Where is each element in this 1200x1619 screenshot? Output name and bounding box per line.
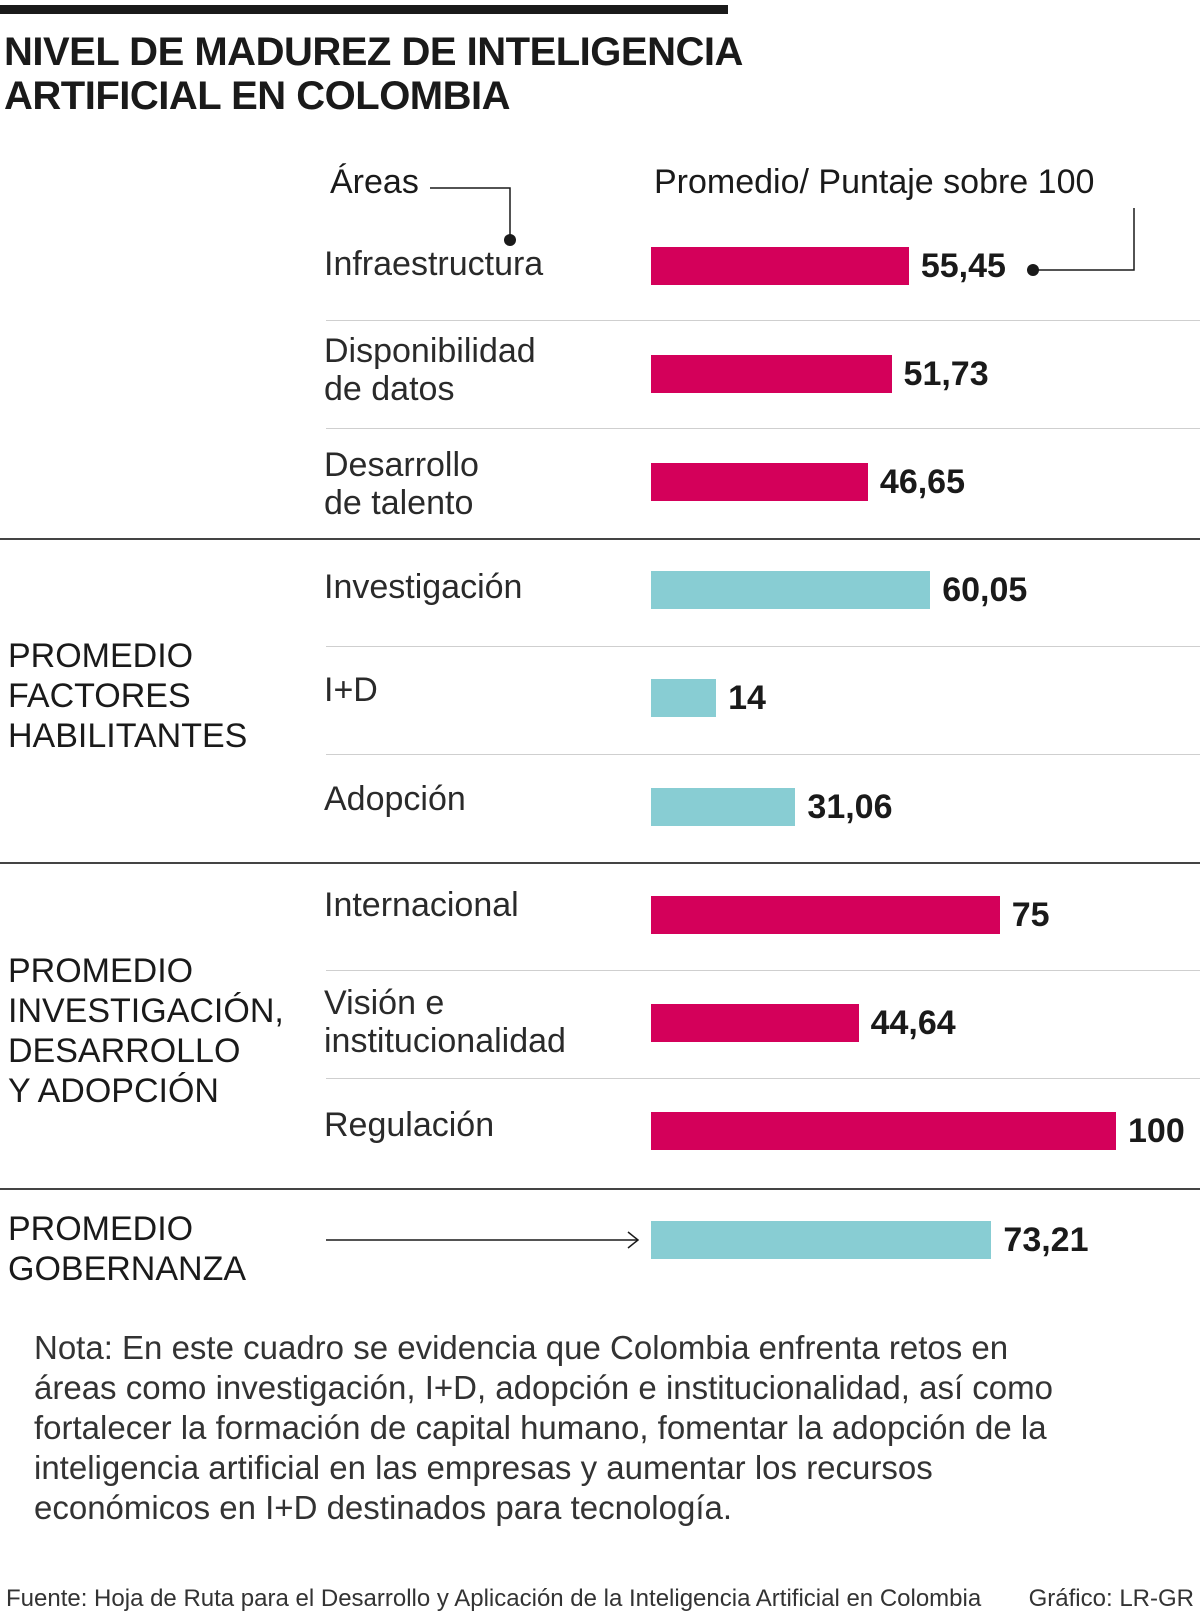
- top-rule: [0, 5, 728, 14]
- value-label: 44,64: [870, 1004, 956, 1042]
- row-divider: [326, 646, 1200, 647]
- bar-2: [651, 463, 868, 501]
- area-label: Infraestructura: [324, 245, 544, 283]
- value-label: 31,06: [807, 788, 893, 826]
- credit-text: Gráfico: LR-GR: [1028, 1585, 1194, 1612]
- chart-title: NIVEL DE MADUREZ DE INTELIGENCIA ARTIFIC…: [4, 30, 743, 118]
- value-label: 60,05: [942, 571, 1028, 609]
- bar-3: [651, 571, 931, 609]
- score-leader-line: [1035, 208, 1135, 271]
- areas-header: Áreas: [330, 163, 419, 201]
- group-label: PROMEDIO INVESTIGACIÓN, DESARROLLO Y ADO…: [8, 952, 284, 1110]
- area-label: Internacional: [324, 886, 519, 924]
- group-label: PROMEDIO GOBERNANZA: [8, 1210, 247, 1288]
- bar-9: [651, 1221, 992, 1259]
- area-label: Regulación: [324, 1106, 495, 1144]
- row-divider: [326, 428, 1200, 429]
- bar-4: [651, 679, 717, 717]
- areas-leader-line: [430, 187, 511, 237]
- value-label: 46,65: [879, 463, 966, 501]
- area-label: Adopción: [324, 780, 466, 818]
- group-divider: [0, 862, 1200, 864]
- bar-1: [651, 355, 892, 393]
- row-divider: [326, 970, 1200, 971]
- row-divider: [326, 754, 1200, 755]
- group-divider: [0, 1188, 1200, 1190]
- bar-0: [651, 247, 909, 285]
- group-label: PROMEDIO FACTORES HABILITANTES: [8, 637, 248, 755]
- bar-7: [651, 1004, 859, 1042]
- value-label: 14: [728, 679, 766, 717]
- gobernanza-arrow-head: [627, 1231, 640, 1249]
- bar-5: [651, 788, 796, 826]
- area-label: Disponibilidad de datos: [324, 332, 536, 408]
- row-divider: [326, 320, 1200, 321]
- score-leader-dot: [1027, 264, 1039, 276]
- bar-6: [651, 896, 1000, 934]
- area-label: Visión e institucionalidad: [324, 984, 566, 1060]
- value-label: 55,45: [920, 247, 1006, 285]
- value-label: 100: [1128, 1112, 1185, 1150]
- group-divider: [0, 538, 1200, 540]
- value-label: 73,21: [1003, 1221, 1089, 1259]
- value-label: 75: [1011, 896, 1050, 934]
- area-label: Desarrollo de talento: [324, 446, 479, 522]
- source-text: Fuente: Hoja de Ruta para el Desarrollo …: [6, 1585, 982, 1612]
- row-divider: [326, 1078, 1200, 1079]
- area-label: I+D: [324, 671, 378, 709]
- area-label: Investigación: [324, 568, 523, 606]
- chart-note: Nota: En este cuadro se evidencia que Co…: [34, 1329, 1053, 1526]
- value-label: 51,73: [903, 355, 989, 393]
- bar-8: [651, 1112, 1116, 1150]
- score-header: Promedio/ Puntaje sobre 100: [654, 163, 1095, 201]
